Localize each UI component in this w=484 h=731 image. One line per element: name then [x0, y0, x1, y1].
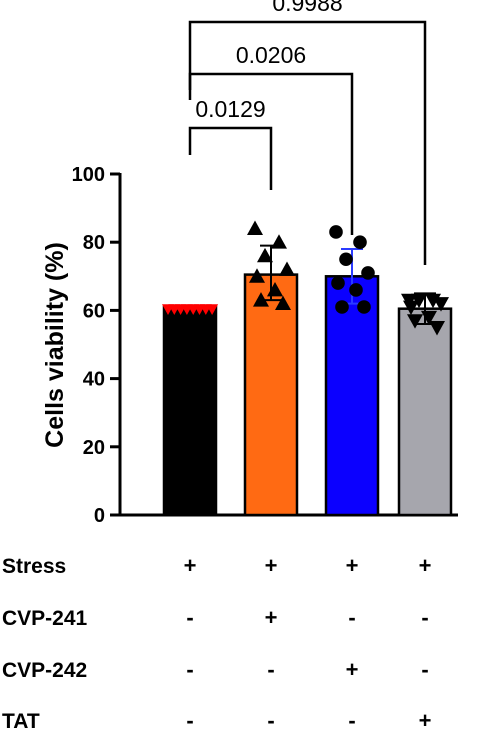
condition-sign: +: [419, 708, 432, 731]
p-value-label: 0.0206: [236, 42, 306, 68]
y-tick-label: 0: [94, 505, 105, 527]
condition-sign: -: [348, 605, 355, 630]
data-point: [335, 300, 349, 314]
data-point: [411, 293, 427, 309]
condition-sign: +: [419, 553, 432, 578]
data-point: [247, 220, 263, 235]
data-point: [257, 247, 273, 263]
plot-area: 0 20 40 60 80 100 0.0129 0.0206 0.9988: [72, 0, 458, 527]
condition-sign: +: [184, 553, 197, 578]
data-point: [267, 281, 283, 297]
data-point: [357, 300, 371, 314]
condition-sign: -: [267, 708, 274, 731]
data-point: [271, 234, 287, 249]
bar: [162, 305, 218, 517]
condition-sign: -: [348, 708, 355, 731]
condition-table: Stress + + + + CVP-241 - + - - CVP-242 - - + - TAT - - - +: [2, 553, 431, 731]
condition-sign: -: [421, 605, 428, 630]
comparison-bracket: [188, 126, 273, 190]
y-tick-label: 20: [83, 437, 105, 459]
y-tick-label: 40: [83, 369, 105, 391]
data-point: [253, 292, 269, 307]
data-point: [279, 261, 295, 276]
comparison-bracket: [188, 20, 427, 265]
data-point: [339, 252, 353, 267]
data-point: [249, 268, 265, 283]
condition-label: Stress: [2, 555, 66, 578]
data-point: [275, 295, 291, 310]
bar: [397, 307, 453, 517]
condition-sign: -: [186, 657, 193, 682]
condition-sign: -: [421, 657, 428, 682]
condition-sign: +: [265, 605, 278, 630]
data-point: [429, 321, 445, 336]
data-point: [421, 310, 437, 326]
data-point: [331, 276, 345, 290]
condition-label: TAT: [2, 710, 40, 731]
y-tick-label: 100: [72, 164, 105, 186]
data-point: [361, 266, 375, 280]
condition-sign: +: [346, 553, 359, 578]
data-point: [353, 235, 367, 249]
bar: [243, 273, 299, 517]
data-point: [349, 283, 363, 297]
condition-label: CVP-242: [2, 659, 87, 682]
y-tick-label: 80: [83, 232, 105, 254]
condition-sign: -: [186, 708, 193, 731]
data-point: [407, 314, 423, 329]
data-point: [206, 304, 219, 315]
y-tick-label: 60: [83, 300, 105, 322]
condition-sign: -: [186, 605, 193, 630]
p-value-label: 0.0129: [195, 96, 265, 122]
condition-label: CVP-241: [2, 607, 88, 630]
data-point: [329, 225, 343, 239]
y-axis-label: Cells viability (%): [41, 242, 69, 448]
condition-sign: +: [265, 553, 278, 578]
condition-sign: +: [346, 657, 359, 682]
bar: [324, 275, 380, 517]
p-value-label: 0.9988: [272, 0, 342, 16]
data-point: [403, 300, 419, 315]
condition-sign: -: [267, 657, 274, 682]
data-point: [433, 297, 449, 312]
